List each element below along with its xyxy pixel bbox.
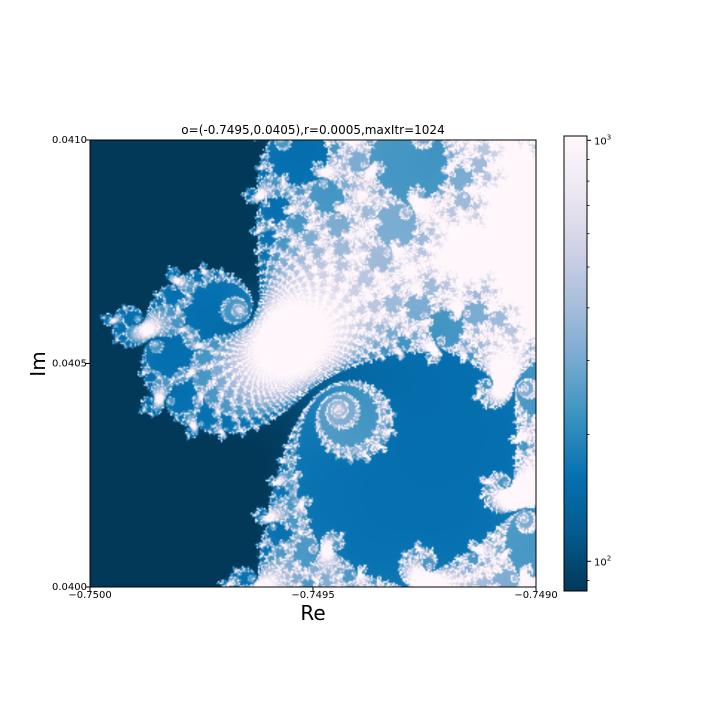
mandelbrot-heatmap (90, 140, 536, 587)
y-axis: 0.0400 0.0405 0.0410 (52, 135, 90, 593)
colorbar-ticks: 102 103 (587, 133, 611, 581)
plot-area (89, 139, 537, 588)
y-tick-label: 0.0405 (52, 359, 87, 370)
y-tick-label: 0.0410 (52, 135, 87, 146)
x-tick-label: −0.7500 (68, 590, 111, 601)
y-axis-label: Im (26, 351, 50, 376)
x-axis-label: Re (300, 601, 325, 625)
chart-title: o=(-0.7495,0.0405),r=0.0005,maxItr=1024 (181, 123, 444, 137)
colorbar: 102 103 (563, 133, 611, 592)
x-axis: −0.7500 −0.7495 −0.7490 (68, 587, 558, 601)
colorbar-gradient (563, 135, 588, 592)
x-tick-label: −0.7495 (291, 590, 334, 601)
y-tick-label: 0.0400 (52, 582, 87, 593)
x-tick-label: −0.7490 (514, 590, 557, 601)
colorbar-tick-label: 103 (594, 133, 611, 147)
colorbar-tick-label: 102 (594, 554, 611, 568)
